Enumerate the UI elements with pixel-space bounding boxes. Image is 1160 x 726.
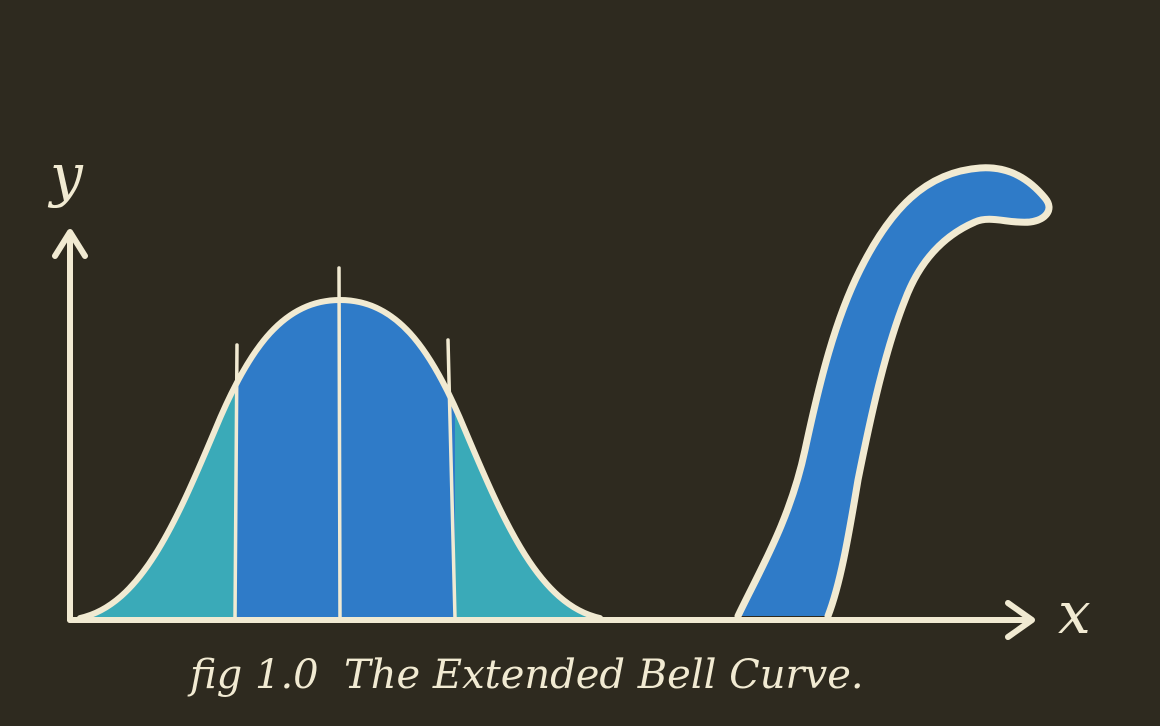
sd-line-left <box>233 343 239 620</box>
mean-line <box>337 266 342 620</box>
x-axis-label: x <box>1058 579 1091 647</box>
figure-caption: fig 1.0 The Extended Bell Curve. <box>187 652 864 698</box>
sd-line-right <box>446 338 457 620</box>
y-axis-arrow <box>52 229 88 259</box>
y-axis-label: y <box>47 141 84 209</box>
x-axis-arrow <box>1005 600 1035 640</box>
neck-shape <box>738 167 1050 617</box>
center-region <box>237 300 455 618</box>
neck-outline <box>734 164 1053 620</box>
